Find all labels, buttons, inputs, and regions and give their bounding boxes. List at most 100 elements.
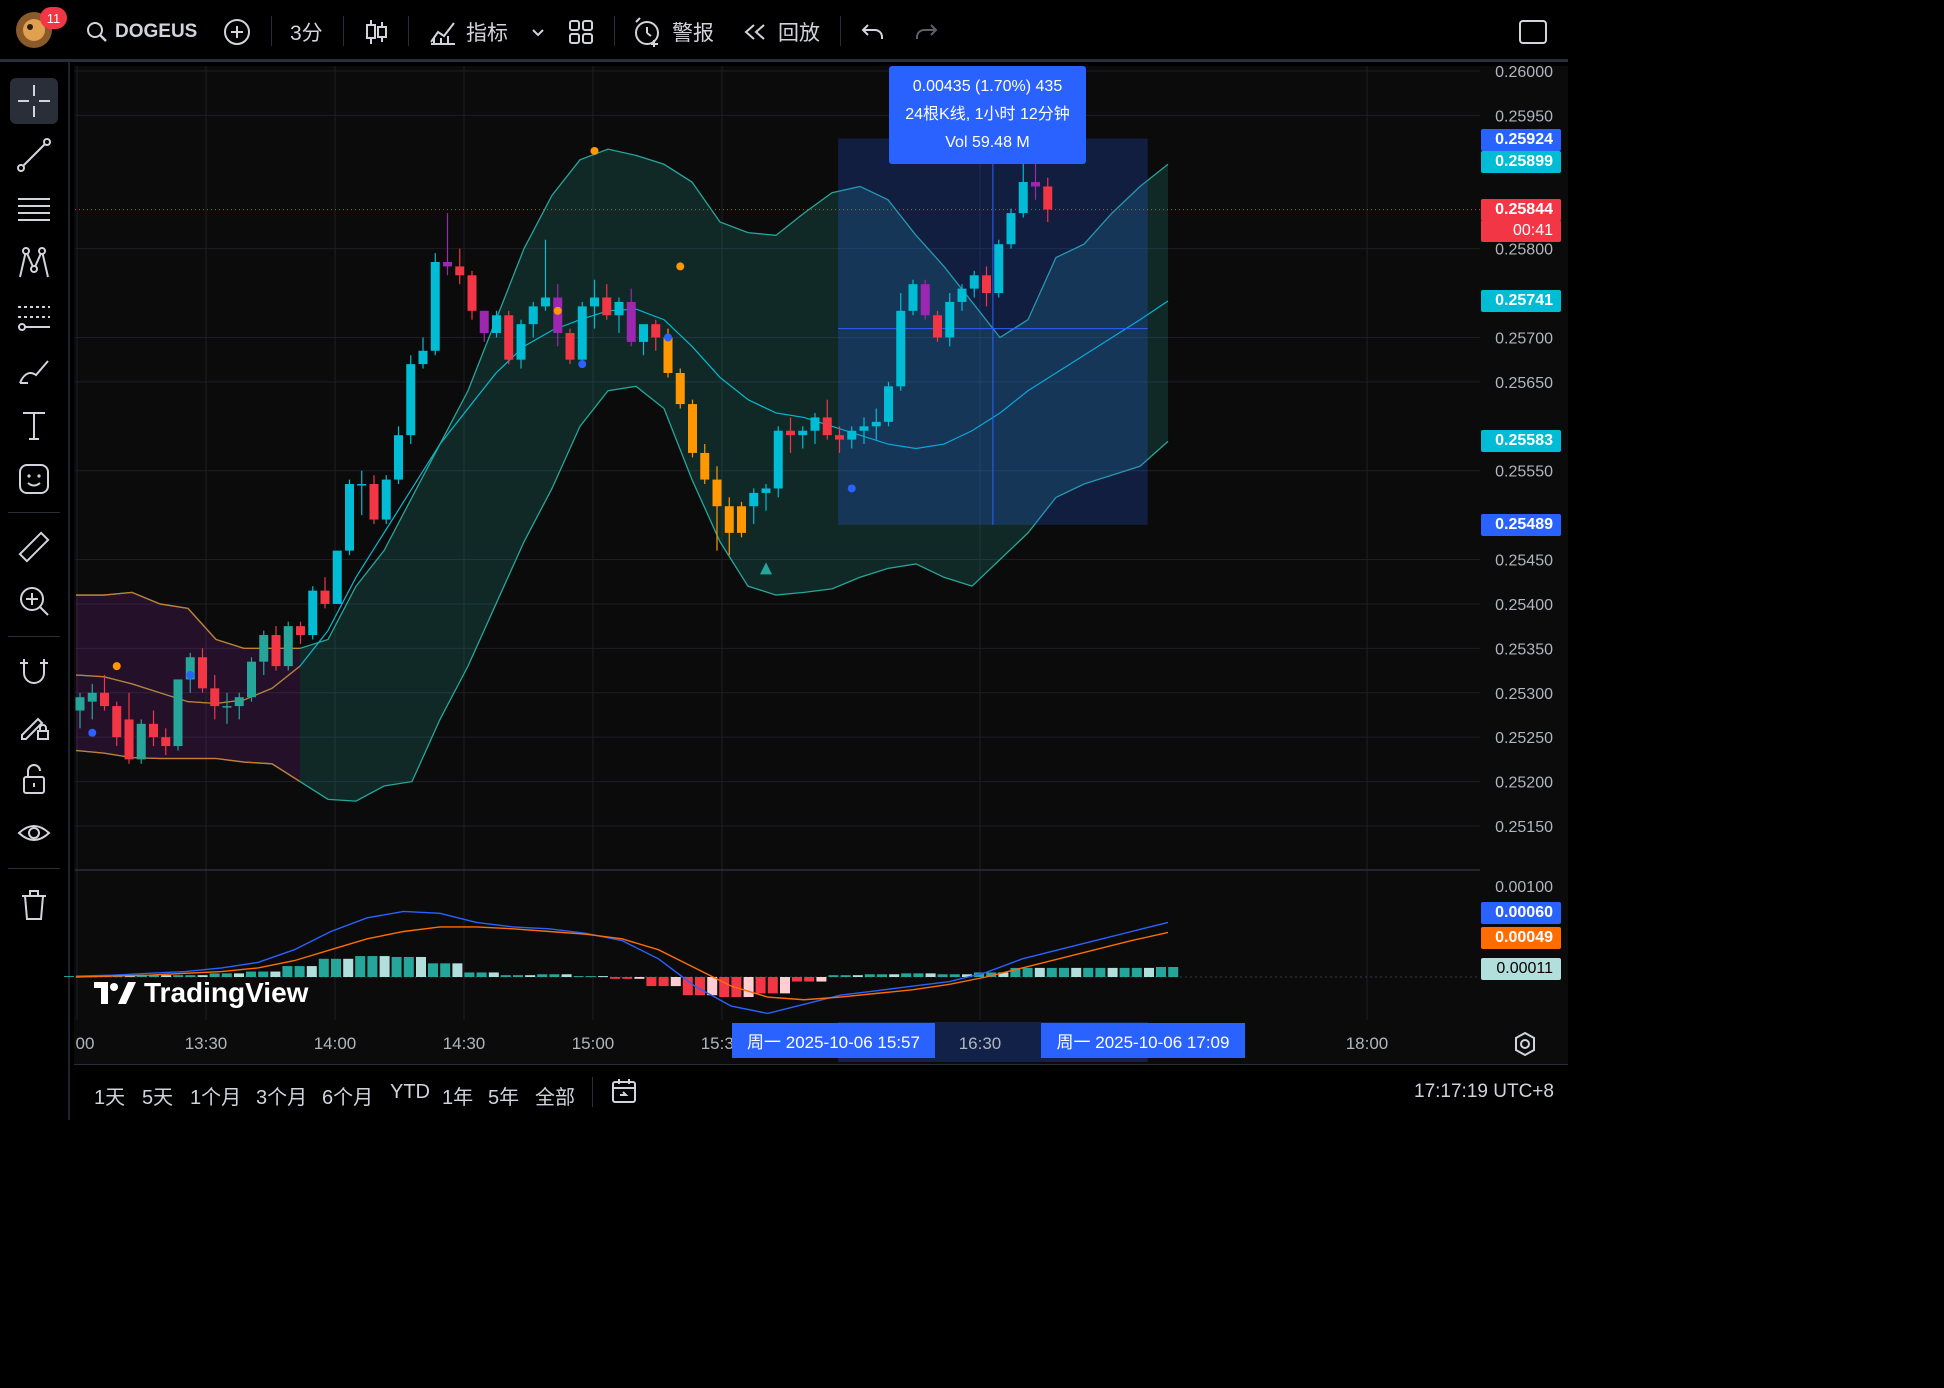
horizontal-lines-tool[interactable] xyxy=(10,186,58,232)
range-3m[interactable]: 3个月 xyxy=(256,1087,308,1109)
chart-pane[interactable] xyxy=(74,66,1568,1064)
redo-button[interactable] xyxy=(913,14,939,50)
macd-histogram-bar xyxy=(306,966,317,977)
price-axis[interactable]: 0.26000 0.25950 0.25800 0.25700 0.25650 0.255… xyxy=(1495,64,1553,896)
macd-histogram-bar xyxy=(925,973,936,977)
macd-histogram-bar xyxy=(537,974,548,977)
symbol-search-button[interactable]: DOGEUSD xyxy=(86,14,197,50)
candle-body xyxy=(455,266,465,276)
macd-histogram-bar xyxy=(949,974,960,977)
alert-button[interactable]: 警报 xyxy=(632,14,714,50)
fib-tool[interactable] xyxy=(10,294,58,340)
macd-histogram-bar xyxy=(161,975,172,977)
compare-button[interactable] xyxy=(222,14,252,50)
clock-timezone[interactable]: 17:17:19 UTC+8 xyxy=(1414,1081,1554,1102)
goto-date-button[interactable] xyxy=(610,1077,638,1112)
macd-histogram-bar xyxy=(234,973,244,977)
price-tick-label: 0.25800 xyxy=(1495,242,1553,259)
zoom-tool[interactable] xyxy=(10,578,58,624)
pencil-lock-icon xyxy=(21,717,49,740)
crosshair-tool[interactable] xyxy=(10,78,58,124)
chart-settings-button[interactable] xyxy=(1512,1031,1538,1062)
hide-drawings-tool[interactable] xyxy=(10,810,58,856)
eye-icon xyxy=(17,825,51,841)
indicators-dropdown-button[interactable] xyxy=(530,14,546,50)
macd-histogram-bar xyxy=(452,963,463,977)
range-5y[interactable]: 5年 xyxy=(488,1087,520,1109)
candle-body xyxy=(859,426,869,431)
measure-change: 0.00435 (1.70%) 435 xyxy=(912,78,1063,95)
range-ytd[interactable]: YTD xyxy=(390,1081,430,1103)
macd-histogram-bar xyxy=(416,956,426,977)
macd-histogram-bar xyxy=(755,977,766,994)
remove-drawings-tool[interactable] xyxy=(10,882,58,928)
macd-histogram-bar xyxy=(197,975,208,977)
time-tick-label: 18:00 xyxy=(1346,1034,1389,1053)
trendline-tool[interactable] xyxy=(10,132,58,178)
brush-tool[interactable] xyxy=(10,348,58,394)
macd-histogram-bar xyxy=(913,973,924,977)
range-6m[interactable]: 6个月 xyxy=(322,1087,374,1109)
macd-histogram-bar xyxy=(901,973,912,977)
macd-histogram-bar xyxy=(634,977,645,979)
macd-histogram-bar xyxy=(246,971,256,977)
candle-body xyxy=(332,550,342,604)
magnet-tool[interactable] xyxy=(10,648,58,694)
bollinger-basis-line-bear xyxy=(75,665,301,705)
macd-histogram-bar xyxy=(598,976,608,978)
upper-band-tag: 0.25899 xyxy=(1481,151,1561,173)
range-5d[interactable]: 5天 xyxy=(142,1087,174,1109)
macd-histogram-bar xyxy=(670,977,681,987)
macd-histogram-bar xyxy=(1119,967,1130,977)
candle-body xyxy=(737,506,746,533)
candles xyxy=(75,138,1053,764)
candle-body xyxy=(651,324,661,338)
lock-drawing-tool[interactable] xyxy=(10,702,58,748)
range-all[interactable]: 全部 xyxy=(535,1087,575,1109)
macd-histogram-bar xyxy=(998,972,1009,977)
time-tick-label: 00 xyxy=(76,1034,95,1053)
lock-all-tool[interactable] xyxy=(10,756,58,802)
pattern-tool[interactable] xyxy=(10,240,58,286)
measure-high-tag: 0.25924 xyxy=(1481,129,1561,151)
macd-histogram-bar xyxy=(780,977,790,994)
interval-button[interactable]: 3分 xyxy=(290,22,323,45)
range-1d[interactable]: 1天 xyxy=(94,1087,126,1109)
indicators-button[interactable]: 指标 xyxy=(428,14,508,50)
macd-histogram-bar xyxy=(840,975,851,977)
macd-histogram-bar xyxy=(1083,967,1094,977)
macd-histogram-bar xyxy=(428,963,438,977)
signal-dot xyxy=(847,484,856,493)
text-tool[interactable] xyxy=(10,402,58,448)
candle-body xyxy=(1006,213,1016,245)
macd-histogram-bar xyxy=(767,977,778,994)
chart-type-button[interactable] xyxy=(364,14,388,50)
fullscreen-button[interactable] xyxy=(1518,14,1548,50)
price-chart[interactable]: 0.26000 0.25950 0.25800 0.25700 0.25650 0.255… xyxy=(0,0,1568,1120)
candle-body xyxy=(173,679,183,747)
candle-body xyxy=(467,275,477,311)
rewind-icon xyxy=(744,24,765,40)
time-tick-label: 15:00 xyxy=(572,1034,615,1053)
crosshair-icon xyxy=(18,85,50,117)
ruler-tool[interactable] xyxy=(10,524,58,570)
range-1m[interactable]: 1个月 xyxy=(190,1087,242,1109)
macd-histogram-bar xyxy=(488,972,499,977)
sticker-tool[interactable] xyxy=(10,456,58,502)
candle-body xyxy=(541,297,550,307)
macd-histogram-bar xyxy=(1131,967,1142,977)
layout-button[interactable] xyxy=(568,14,594,50)
candle-body xyxy=(210,688,220,707)
macd-histogram-bar xyxy=(464,972,475,977)
signal-dot xyxy=(590,146,599,155)
redo-icon xyxy=(916,24,938,39)
replay-button[interactable]: 回放 xyxy=(742,14,820,50)
ruler-icon xyxy=(18,531,50,563)
candle-body xyxy=(443,261,452,267)
undo-button[interactable] xyxy=(860,14,886,50)
macd-histogram-bar xyxy=(658,977,669,987)
range-1y[interactable]: 1年 xyxy=(442,1087,474,1109)
macd-histogram-bar xyxy=(209,973,220,977)
fullscreen-icon xyxy=(1519,20,1547,44)
macd-histogram-bar xyxy=(331,958,341,977)
